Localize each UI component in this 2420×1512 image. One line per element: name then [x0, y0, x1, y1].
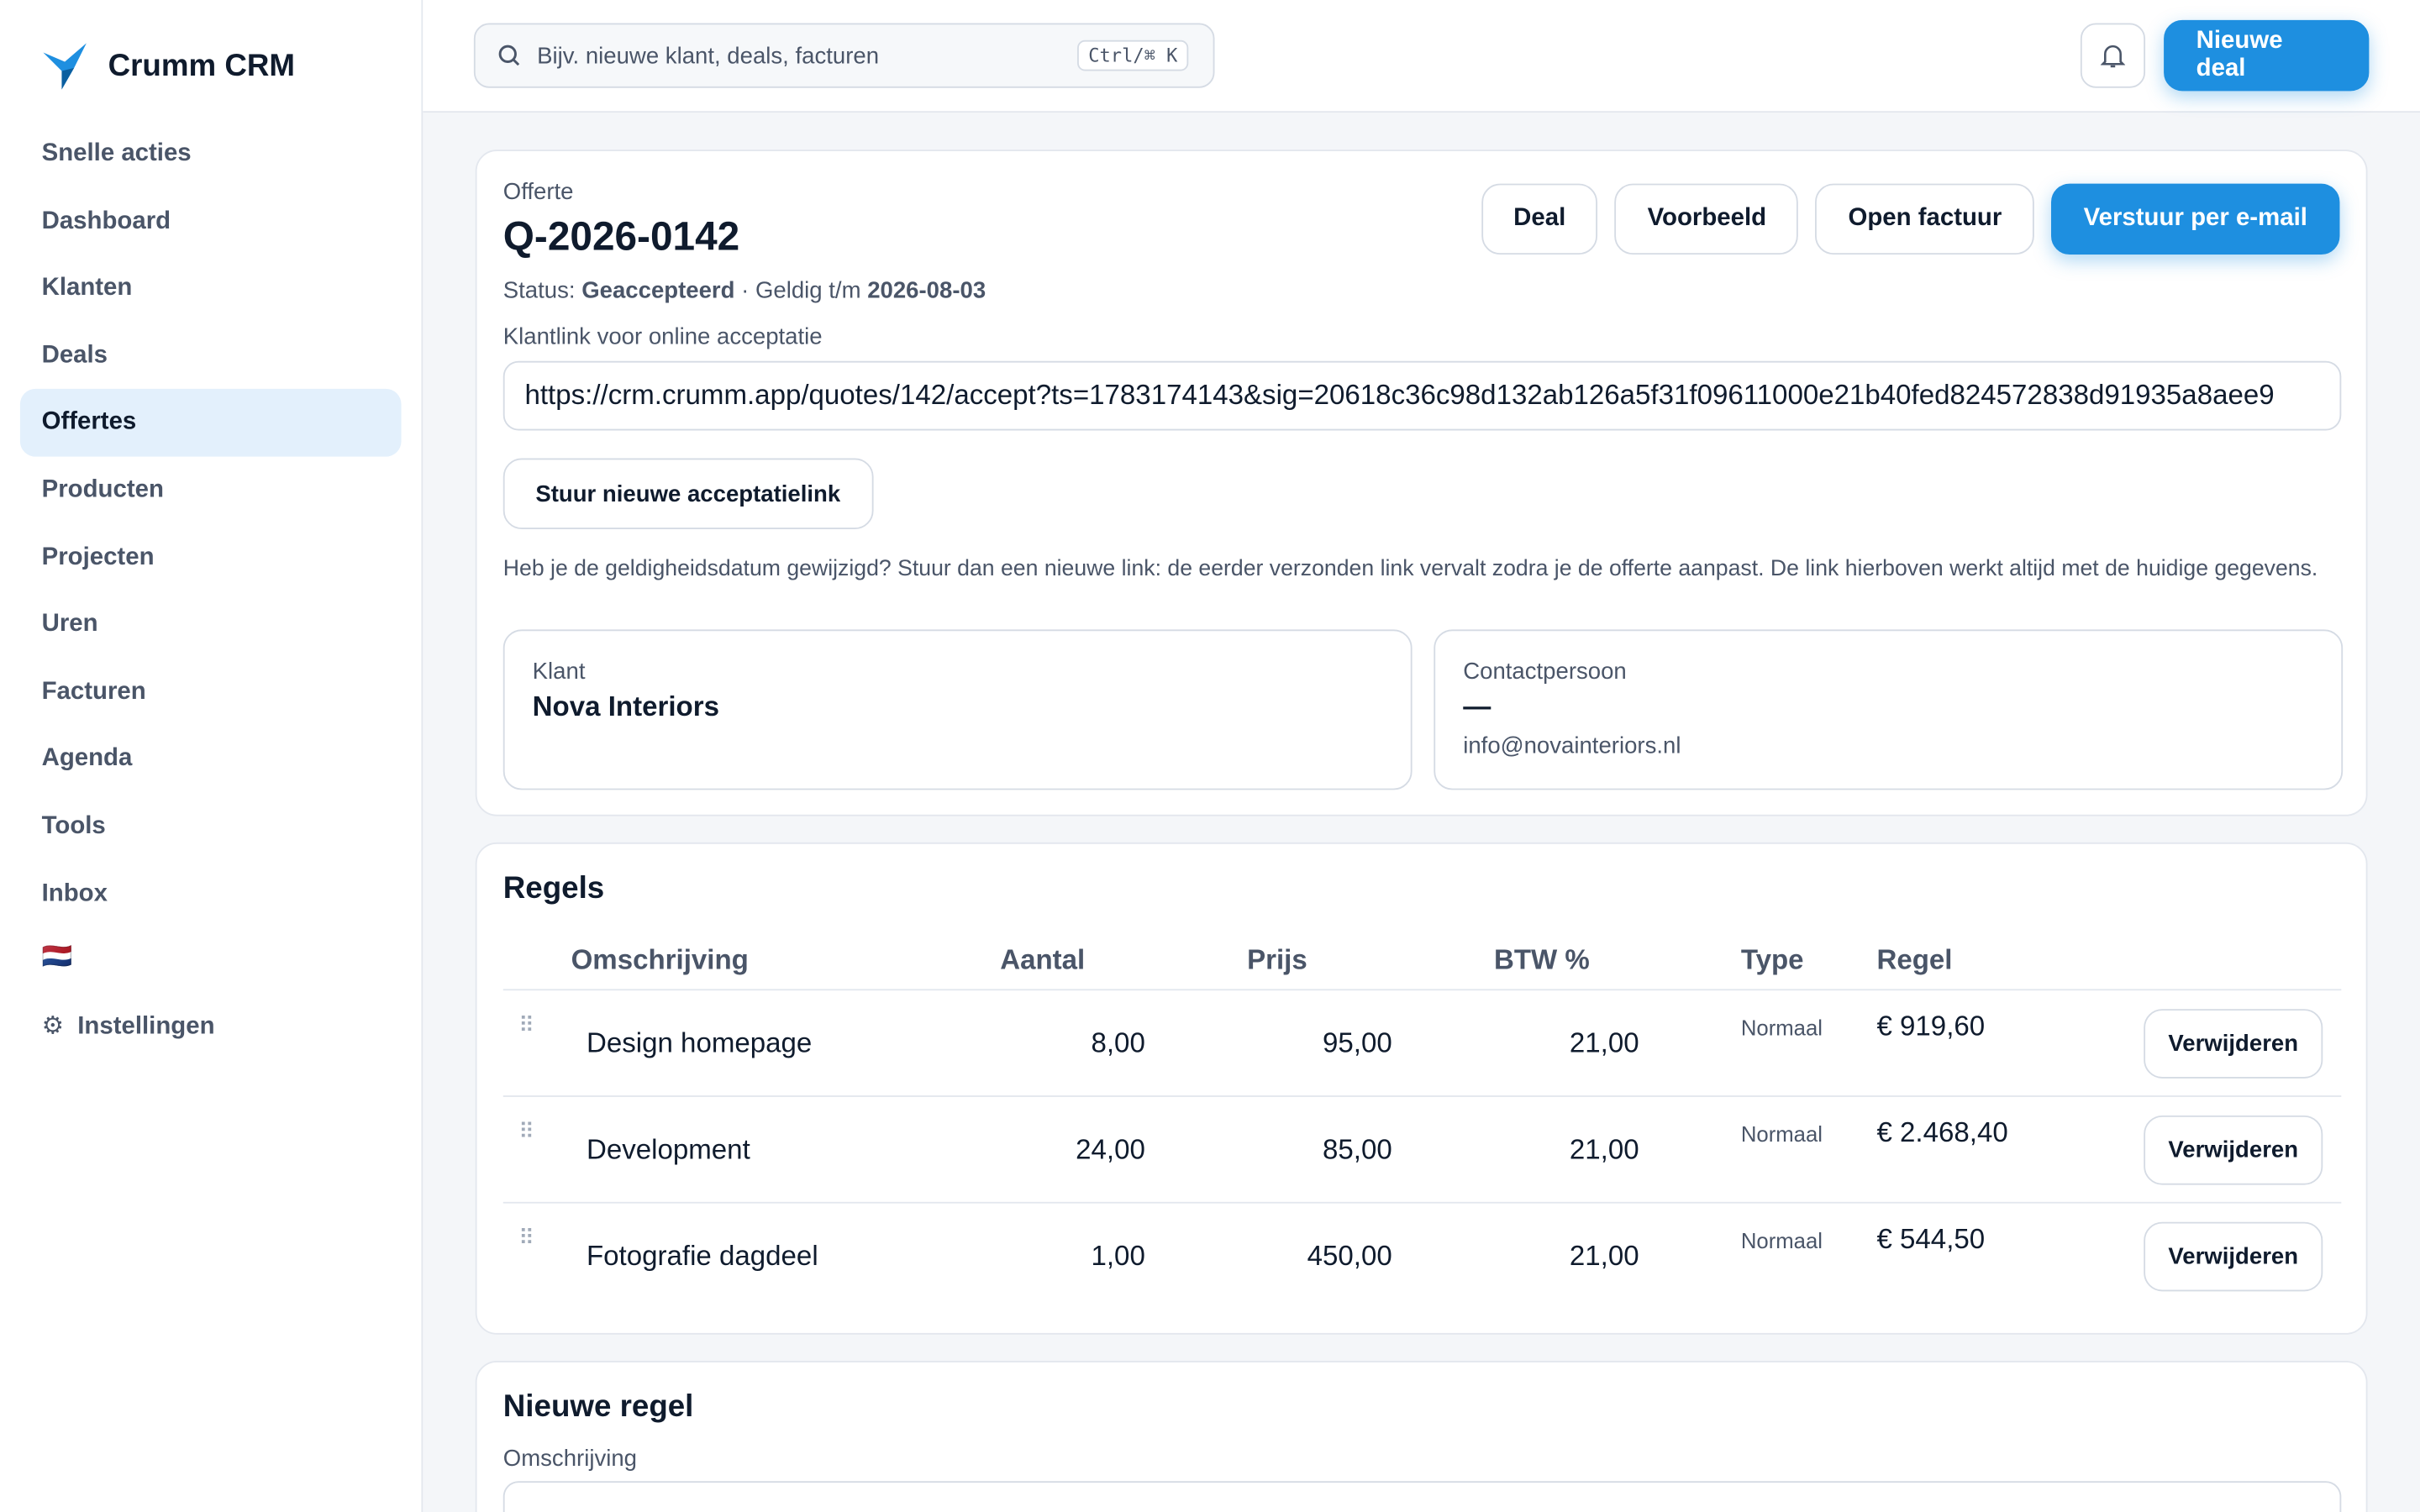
nav-item[interactable]: Producten: [41, 476, 164, 503]
type: Normaal: [1740, 1228, 1823, 1253]
price[interactable]: 85,00: [1322, 1133, 1392, 1164]
valid-label: · Geldig t/m: [741, 277, 861, 304]
lines-card: Regels Omschrijving Aantal Prijs BTW % Type R…: [475, 842, 2368, 1335]
nav-item[interactable]: Klanten: [41, 275, 133, 302]
line-row: ⠿ Development 24,00 85,00 21,00 Normaal € 2.46…: [502, 1095, 2342, 1202]
new-line-label: Omschrijving: [502, 1446, 637, 1473]
line-row: ⠿ Fotografie dagdeel 1,00 450,00 21,00 Normaa…: [502, 1201, 2342, 1309]
column-header: Prijs: [1247, 943, 1307, 974]
contact-box: Contactpersoon — info@novainteriors.nl: [1434, 629, 2344, 790]
kicker: Offerte: [502, 179, 574, 206]
nav-item[interactable]: Snelle acties: [41, 140, 192, 167]
flag[interactable]: 🇳🇱: [41, 944, 73, 971]
contact: —: [1463, 690, 1491, 722]
line-row: ⠿ Design homepage 8,00 95,00 21,00 Normaal € 9…: [502, 989, 2342, 1095]
new-line-input[interactable]: [502, 1481, 2342, 1512]
quantity[interactable]: 1,00: [1091, 1239, 1145, 1271]
link-label: Klantlink voor online acceptatie: [502, 323, 823, 350]
new-line-title: Nieuwe regel: [502, 1389, 694, 1425]
line-total: € 2.468,40: [1876, 1116, 2008, 1148]
nav-item[interactable]: Facturen: [41, 678, 146, 705]
drag-handle[interactable]: ⠿: [518, 1225, 534, 1250]
price[interactable]: 450,00: [1307, 1239, 1392, 1271]
settings[interactable]: ⚙ Instellingen: [41, 1013, 215, 1040]
column-header: Type: [1740, 943, 1804, 974]
valid-until: 2026-08-03: [867, 277, 986, 304]
search-placeholder: Bijv. nieuwe klant, deals, facturen: [537, 42, 880, 69]
line-total: € 919,60: [1876, 1011, 1986, 1042]
action[interactable]: Voorbeeld: [1615, 183, 1799, 255]
sidebar: Crumm CRM Snelle acties Dashboard Klanten D…: [0, 0, 424, 1512]
nav-item[interactable]: Deals: [41, 342, 108, 369]
status-label: Status:: [502, 277, 576, 304]
brand-name: Crumm CRM: [108, 48, 296, 83]
nav-item[interactable]: Inbox: [41, 879, 108, 907]
table-head: Omschrijving Aantal Prijs BTW % Type Regel: [503, 931, 2342, 990]
type: Normaal: [1740, 1015, 1823, 1040]
nav-item[interactable]: Offertes: [19, 389, 402, 457]
quote-card: Offerte Q-2026-0142 Status: Geaccepteerd…: [475, 150, 2368, 816]
type: Normaal: [1740, 1121, 1823, 1147]
line-total: € 544,50: [1876, 1223, 1986, 1255]
new-line-card: Nieuwe regel Omschrijving: [475, 1360, 2368, 1512]
vat[interactable]: 21,00: [1569, 1026, 1639, 1058]
nav-item[interactable]: Uren: [41, 611, 98, 638]
client-box: Klant Nova Interiors: [502, 629, 1413, 790]
delete-button[interactable]: Verwijderen: [2144, 1008, 2323, 1078]
column-header: Aantal: [1000, 943, 1086, 974]
quantity[interactable]: 8,00: [1091, 1026, 1145, 1058]
vat[interactable]: 21,00: [1569, 1239, 1639, 1271]
nav-item[interactable]: Agenda: [41, 745, 133, 772]
client-label: Klant: [532, 659, 586, 685]
quantity[interactable]: 24,00: [1076, 1133, 1145, 1164]
delete-button[interactable]: Verwijderen: [2144, 1115, 2323, 1184]
action[interactable]: Verstuur per e-mail: [2051, 183, 2340, 255]
link-input[interactable]: https://crm.crumm.app/quotes/142/accept?…: [502, 360, 2342, 431]
client: Nova Interiors: [532, 690, 720, 722]
action[interactable]: Deal: [1481, 183, 1598, 255]
topbar: Bijv. nieuwe klant, deals, facturen Ctrl…: [423, 0, 2420, 113]
quote-number: Q-2026-0142: [502, 213, 740, 260]
note: Heb je de geldigheidsdatum gewijzigd? St…: [502, 557, 2318, 582]
resend[interactable]: Stuur nieuwe acceptatielink: [502, 458, 873, 529]
vat[interactable]: 21,00: [1569, 1133, 1639, 1164]
description[interactable]: Development: [586, 1133, 750, 1164]
shortcut: Ctrl/⌘ K: [1077, 39, 1189, 71]
nav-item[interactable]: Dashboard: [41, 207, 171, 234]
new-deal[interactable]: Nieuwe deal: [2164, 19, 2370, 92]
nav-item[interactable]: Projecten: [41, 543, 155, 570]
lines-title: Regels: [502, 871, 605, 906]
delete-button[interactable]: Verwijderen: [2144, 1221, 2323, 1291]
column-header: BTW %: [1493, 943, 1590, 974]
price[interactable]: 95,00: [1322, 1026, 1392, 1058]
column-header: Regel: [1876, 943, 1953, 974]
column-header: Omschrijving: [571, 943, 749, 974]
lines-table: Omschrijving Aantal Prijs BTW % Type Regel ⠿ D…: [502, 931, 2342, 1309]
email: info@novainteriors.nl: [1463, 732, 1681, 759]
settings-label: Instellingen: [77, 1013, 215, 1040]
logo: [43, 43, 87, 90]
notifications[interactable]: [2080, 23, 2146, 88]
description[interactable]: Design homepage: [586, 1026, 813, 1058]
actions: Deal Voorbeeld Open factuur Verstuur per…: [1481, 183, 2340, 255]
nav-item[interactable]: Tools: [41, 812, 106, 840]
nav: Snelle acties Dashboard Klanten Deals Offert…: [19, 120, 402, 927]
contact-label: Contactpersoon: [1463, 659, 1627, 685]
drag-handle[interactable]: ⠿: [518, 1118, 534, 1144]
description[interactable]: Fotografie dagdeel: [586, 1239, 818, 1271]
status-line: Status: Geaccepteerd · Geldig t/m 2026-0…: [503, 278, 986, 304]
search[interactable]: Bijv. nieuwe klant, deals, facturen Ctrl…: [473, 23, 1215, 88]
brand: Crumm CRM: [40, 40, 295, 92]
drag-handle[interactable]: ⠿: [518, 1011, 534, 1037]
action[interactable]: Open factuur: [1815, 183, 2034, 255]
status: Geaccepteerd: [581, 277, 735, 304]
